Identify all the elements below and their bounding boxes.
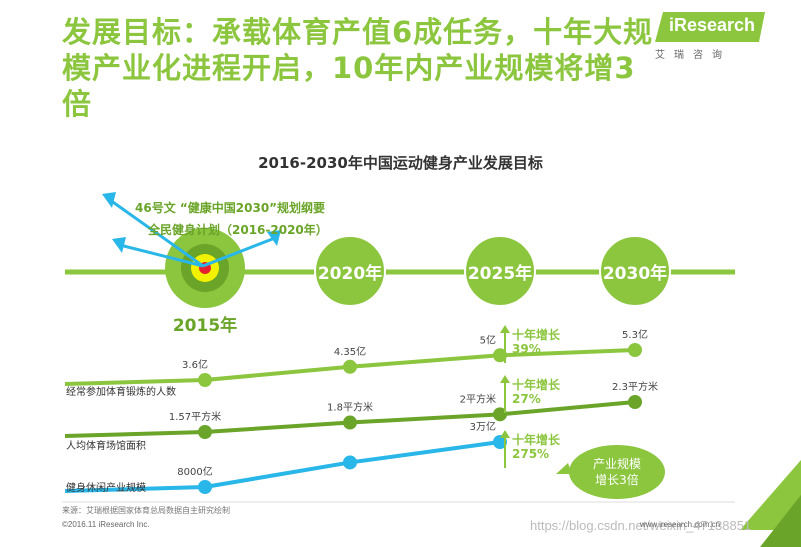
data-point-3-2: [343, 455, 357, 470]
website-url: www.iresearch.com.cn: [640, 520, 721, 529]
timeline-label-2025年: 2025年: [468, 263, 532, 284]
data-point-2-4: [628, 395, 642, 409]
data-point-3-1: [198, 480, 212, 494]
data-label-2-3: 2平方米: [460, 392, 496, 405]
growth-arrow-head-3: [500, 430, 510, 438]
policy-label-2: 全民健身计划（2016-2020年）: [147, 222, 328, 237]
policy-label-1: 46号文 “健康中国2030”规划纲要: [135, 200, 325, 215]
policy-arrow-fletch-3: [267, 230, 281, 246]
data-point-1-3: [493, 348, 507, 363]
data-label-3-3: 3万亿: [470, 420, 496, 433]
policy-arrow-fletch-2: [112, 237, 126, 253]
data-label-2-1: 1.57平方米: [169, 410, 221, 423]
growth-title-3: 十年增长: [512, 432, 561, 447]
timeline-label-2020年: 2020年: [318, 263, 382, 284]
data-point-2-2: [343, 415, 357, 430]
data-label-2-4: 2.3平方米: [612, 380, 658, 393]
data-label-1-3: 5亿: [480, 333, 496, 346]
timeline-label-2030年: 2030年: [603, 263, 667, 284]
logo-subtitle: 艾瑞咨询: [655, 50, 731, 61]
series-name-3: 健身休闲产业规模: [66, 481, 146, 494]
data-label-1-1: 3.6亿: [182, 358, 208, 371]
data-point-2-3: [493, 407, 507, 422]
policy-arrow-fletch-1: [102, 192, 116, 208]
timeline-label-2015: 2015年: [173, 315, 237, 336]
page-title: 发展目标：承载体育产值6成任务，十年大规 模产业化进程开启，10年内产业规模将增…: [62, 14, 662, 122]
growth-value-2: 27%: [512, 392, 541, 406]
copyright: ©2016.11 iResearch Inc.: [62, 520, 150, 529]
policy-arrow-shaft-1: [109, 198, 204, 268]
data-point-3-3: [493, 435, 507, 449]
milestone-circle-2025年: [464, 235, 536, 307]
callout-line-1: 产业规模: [593, 456, 641, 471]
title-line-1: 发展目标：承载体育产值6成任务，十年大规: [62, 15, 654, 49]
callout-bubble: [569, 445, 665, 499]
data-point-2-1: [198, 425, 212, 439]
growth-value-3: 275%: [512, 447, 549, 461]
growth-title-1: 十年增长: [512, 327, 561, 342]
growth-arrow-head-2: [500, 375, 510, 383]
series-line-3: [64, 440, 501, 493]
data-label-3-1: 8000亿: [177, 465, 212, 478]
policy-arrow-shaft-3: [202, 236, 276, 268]
data-label-1-4: 5.3亿: [622, 328, 648, 341]
data-point-1-4: [628, 343, 642, 357]
logo-text: iResearch: [669, 15, 756, 35]
corner-decoration-1: [740, 460, 801, 530]
callout-line-2: 增长3倍: [595, 472, 639, 487]
milestone-circle-2030年: [599, 235, 671, 307]
growth-title-2: 十年增长: [512, 377, 561, 392]
milestone-circle-2020年: [314, 235, 386, 307]
data-point-1-2: [343, 359, 357, 374]
series-name-1: 经常参加体育锻炼的人数: [66, 385, 176, 398]
growth-arrow-head-1: [500, 325, 510, 333]
data-label-1-2: 4.35亿: [334, 345, 366, 358]
callout-pointer: [556, 463, 572, 474]
watermark-url: https://blog.csdn.net/weixin_47138851: [530, 518, 752, 533]
logo-badge: [655, 12, 765, 42]
title-line-2: 模产业化进程开启，10年内产业规模将增3倍: [62, 51, 636, 121]
data-label-2-2: 1.8平方米: [327, 401, 373, 414]
chart-title: 2016-2030年中国运动健身产业发展目标: [258, 154, 543, 172]
data-point-1-1: [198, 373, 212, 387]
policy-arrow-shaft-2: [119, 243, 204, 268]
source-note: 来源：艾瑞根据国家体育总局数据自主研究绘制: [62, 506, 230, 515]
growth-value-1: 39%: [512, 342, 541, 356]
corner-decoration-2: [760, 495, 801, 547]
iresearch-logo: iResearch 艾瑞咨询: [655, 12, 775, 61]
series-name-2: 人均体育场馆面积: [66, 439, 146, 452]
